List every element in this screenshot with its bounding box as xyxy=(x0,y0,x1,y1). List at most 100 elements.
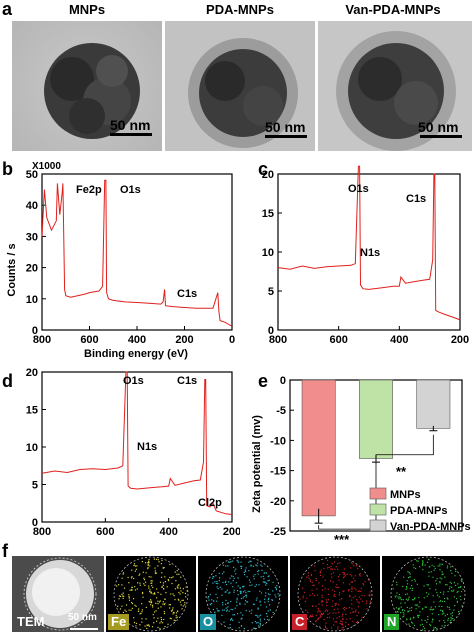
eds-dot xyxy=(451,615,453,617)
tem-particle-mnps xyxy=(44,43,140,139)
y-tick-label: 0 xyxy=(32,517,38,529)
eds-dot xyxy=(256,597,258,599)
eds-dot xyxy=(352,625,354,627)
y-tick-label: -5 xyxy=(276,405,286,417)
x-axis-label: Binding energy (eV) xyxy=(84,348,188,360)
eds-dot xyxy=(341,623,343,625)
eds-dot xyxy=(341,621,343,623)
eds-dot xyxy=(235,582,237,584)
eds-dot xyxy=(264,581,266,583)
eds-dot xyxy=(342,613,344,615)
eds-dot xyxy=(233,566,235,568)
eds-dot xyxy=(174,571,176,573)
eds-dot xyxy=(153,617,155,619)
eds-dot xyxy=(131,589,133,591)
eds-dot xyxy=(435,589,437,591)
eds-outline xyxy=(205,556,281,632)
eds-dot xyxy=(163,613,166,615)
eds-dot xyxy=(335,603,338,605)
eds-dot xyxy=(218,610,220,612)
eds-dot xyxy=(176,612,178,614)
eds-dot xyxy=(134,586,136,588)
eds-dot xyxy=(427,584,429,586)
eds-dot xyxy=(413,567,415,569)
eds-dot xyxy=(157,591,159,594)
eds-dot xyxy=(326,602,328,604)
eds-dot xyxy=(148,562,150,564)
eds-dot xyxy=(398,607,400,609)
eds-dot xyxy=(424,619,426,622)
eds-dot xyxy=(334,604,336,606)
eds-dot xyxy=(398,598,400,600)
eds-dot xyxy=(208,596,210,598)
eds-dot xyxy=(411,622,414,624)
eds-dot xyxy=(406,618,408,620)
eds-dot xyxy=(417,560,419,562)
eds-dot xyxy=(349,594,351,597)
eds-dot xyxy=(349,583,351,585)
eds-dot xyxy=(175,580,177,582)
eds-dot xyxy=(331,576,333,578)
eds-dot xyxy=(409,618,411,621)
eds-dot xyxy=(159,622,161,624)
eds-dot xyxy=(314,570,316,572)
eds-dot xyxy=(275,596,277,598)
eds-dot xyxy=(250,565,252,567)
eds-dot xyxy=(250,564,252,566)
eds-dot xyxy=(128,609,130,611)
eds-dot xyxy=(133,617,135,619)
eds-dot xyxy=(321,613,323,615)
eds-dot xyxy=(232,586,234,588)
eds-dot xyxy=(434,627,436,629)
eds-dot xyxy=(222,609,224,611)
eds-dot xyxy=(319,610,321,612)
eds-dot xyxy=(252,603,255,605)
eds-dot xyxy=(323,567,325,570)
eds-dot xyxy=(211,577,214,579)
eds-dot xyxy=(236,559,238,561)
eds-dot xyxy=(334,561,336,563)
eds-dot xyxy=(232,609,234,611)
eds-dot xyxy=(261,565,263,567)
eds-dot xyxy=(369,603,371,605)
eds-dot xyxy=(209,593,211,596)
eds-dot xyxy=(332,618,334,620)
eds-n-dots xyxy=(390,556,466,632)
eds-dot xyxy=(438,620,441,622)
eds-dot xyxy=(246,601,249,603)
eds-dot xyxy=(429,609,431,611)
eds-dot xyxy=(337,562,339,565)
eds-dot xyxy=(226,609,228,611)
eds-dot xyxy=(267,610,269,612)
eds-dot xyxy=(221,614,223,616)
eds-dot xyxy=(327,610,329,612)
eds-dot xyxy=(152,586,154,589)
eds-dot xyxy=(315,578,317,580)
eds-dot xyxy=(265,592,267,594)
y-tick-label: 10 xyxy=(26,442,38,454)
eds-dot xyxy=(348,589,350,591)
eds-dot xyxy=(259,623,261,625)
eds-dot xyxy=(341,598,343,600)
eds-dot xyxy=(432,619,434,621)
eds-dot xyxy=(259,600,261,602)
eds-dot xyxy=(406,580,408,582)
eds-dot xyxy=(351,563,353,565)
eds-dot xyxy=(259,624,262,626)
eds-dot xyxy=(341,629,343,631)
eds-dot xyxy=(361,616,363,619)
eds-dot xyxy=(245,592,247,594)
eds-dot xyxy=(245,570,247,572)
eds-dot xyxy=(167,580,170,582)
eds-dot xyxy=(411,589,413,591)
eds-dot xyxy=(123,595,125,597)
eds-dot xyxy=(151,585,153,587)
eds-dot xyxy=(267,580,269,582)
eds-dot xyxy=(267,588,269,590)
eds-dot xyxy=(131,577,133,579)
eds-dot xyxy=(233,614,236,616)
eds-dot xyxy=(449,586,451,588)
eds-dot xyxy=(343,590,345,592)
eds-dot xyxy=(359,573,361,575)
eds-dot xyxy=(392,588,394,590)
